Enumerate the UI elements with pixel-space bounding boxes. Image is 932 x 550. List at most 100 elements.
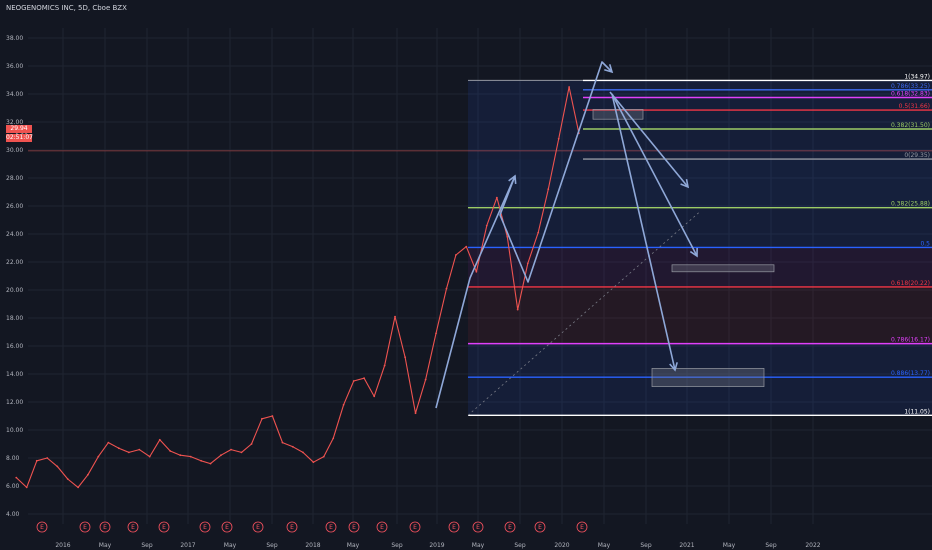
y-tick-label: 28.00 xyxy=(6,175,23,182)
earnings-marker-label: E xyxy=(580,524,584,531)
fib-level-label: 0.5(31.66) xyxy=(899,103,930,110)
earnings-marker xyxy=(127,521,139,533)
projection-arrow xyxy=(611,93,676,371)
price-point xyxy=(66,478,69,480)
price-point xyxy=(169,450,172,452)
fib-level-label: 0.382(25.88) xyxy=(891,201,930,208)
y-tick-label: 16.00 xyxy=(6,343,23,350)
arrow-head xyxy=(680,178,690,189)
target-box xyxy=(671,264,775,273)
price-series-line xyxy=(15,86,580,488)
fib-level-label: 0.618(20.22) xyxy=(891,280,930,287)
x-tick-label: Sep xyxy=(141,542,153,549)
price-point xyxy=(312,461,315,464)
price-point xyxy=(77,486,80,489)
y-tick-label: 30.00 xyxy=(6,147,23,154)
y-tick-label: 32.00 xyxy=(6,119,23,126)
price-point xyxy=(454,254,457,256)
price-point xyxy=(271,415,274,417)
price-point xyxy=(475,270,478,273)
earnings-marker-label: E xyxy=(508,524,512,531)
earnings-marker-label: E xyxy=(131,524,135,531)
earnings-marker-label: E xyxy=(40,524,44,531)
earnings-marker-label: E xyxy=(256,524,260,531)
price-point xyxy=(332,437,335,440)
fib-level-label: 1(11.05) xyxy=(904,408,930,415)
x-tick-label: Sep xyxy=(765,542,777,549)
price-point xyxy=(465,245,468,248)
x-tick-label: 2018 xyxy=(305,542,320,549)
fib-zone xyxy=(468,286,932,344)
price-point xyxy=(547,188,550,191)
y-tick-label: 4.00 xyxy=(6,511,20,518)
x-tick-label: Sep xyxy=(640,542,652,549)
price-point xyxy=(526,262,529,265)
price-point xyxy=(373,395,376,398)
price-point xyxy=(189,455,192,458)
fib-zone xyxy=(468,343,932,378)
earnings-marker xyxy=(286,521,298,533)
projection-arrow xyxy=(609,91,689,188)
price-point xyxy=(363,377,366,380)
fib-level-label: 0.786(16.17) xyxy=(891,337,930,344)
price-point xyxy=(200,459,203,462)
price-point xyxy=(445,287,448,290)
earnings-marker xyxy=(158,521,170,533)
earnings-marker xyxy=(472,521,484,533)
price-point xyxy=(281,441,284,444)
earnings-marker xyxy=(448,521,460,533)
x-tick-label: 2022 xyxy=(805,542,820,549)
earnings-marker xyxy=(576,521,588,533)
price-point xyxy=(127,451,130,454)
price-point xyxy=(56,465,59,468)
fib-level-label: 0.886(13.77) xyxy=(891,370,930,377)
earnings-marker xyxy=(325,521,337,533)
x-tick-label: 2020 xyxy=(554,542,569,549)
price-point xyxy=(46,457,49,459)
earnings-marker-label: E xyxy=(413,524,417,531)
y-tick-label: 26.00 xyxy=(6,203,23,210)
price-point xyxy=(148,455,151,458)
y-tick-label: 8.00 xyxy=(6,455,20,462)
fib-level-label: 0.786(33.25) xyxy=(891,83,930,90)
y-tick-label: 14.00 xyxy=(6,371,23,378)
earnings-marker-label: E xyxy=(538,524,542,531)
fib-zone xyxy=(468,247,932,287)
price-point xyxy=(322,455,325,458)
earnings-marker xyxy=(221,521,233,533)
projection-arrow xyxy=(435,175,516,409)
x-tick-label: 2021 xyxy=(679,542,694,549)
earnings-marker xyxy=(504,521,516,533)
earnings-marker-label: E xyxy=(290,524,294,531)
earnings-marker-label: E xyxy=(103,524,107,531)
price-point xyxy=(414,412,417,415)
x-tick-label: May xyxy=(723,542,736,549)
fib-zone xyxy=(468,207,932,248)
price-point xyxy=(158,438,161,441)
price-point xyxy=(302,451,304,454)
x-tick-label: 2017 xyxy=(180,542,195,549)
earnings-marker-label: E xyxy=(83,524,87,531)
price-point xyxy=(179,454,182,457)
price-point xyxy=(107,441,110,444)
y-tick-label: 24.00 xyxy=(6,231,23,238)
price-point xyxy=(352,380,355,382)
current-price-time-tag: 02:51:07 xyxy=(6,134,33,142)
earnings-marker xyxy=(36,521,48,533)
earnings-marker-label: E xyxy=(452,524,456,531)
y-tick-label: 6.00 xyxy=(6,483,20,490)
price-point xyxy=(516,308,519,311)
price-point xyxy=(25,486,28,489)
earnings-marker xyxy=(409,521,421,533)
x-tick-label: May xyxy=(347,542,360,549)
y-tick-label: 34.00 xyxy=(6,91,23,98)
price-point xyxy=(86,473,89,476)
fib-level-label: 0(29.35) xyxy=(904,152,930,159)
earnings-marker xyxy=(348,521,360,533)
trend-dashed-line xyxy=(467,211,701,416)
x-tick-label: May xyxy=(598,542,611,549)
earnings-marker xyxy=(252,521,264,533)
price-point xyxy=(383,364,386,367)
